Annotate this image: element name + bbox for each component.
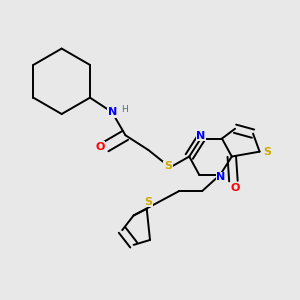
Text: S: S xyxy=(164,161,172,171)
Text: N: N xyxy=(216,172,226,182)
Text: N: N xyxy=(108,107,117,117)
Text: H: H xyxy=(122,105,128,114)
Text: N: N xyxy=(196,131,205,141)
Text: S: S xyxy=(144,197,152,207)
Text: O: O xyxy=(230,183,240,193)
Text: O: O xyxy=(95,142,105,152)
Text: S: S xyxy=(263,147,271,157)
